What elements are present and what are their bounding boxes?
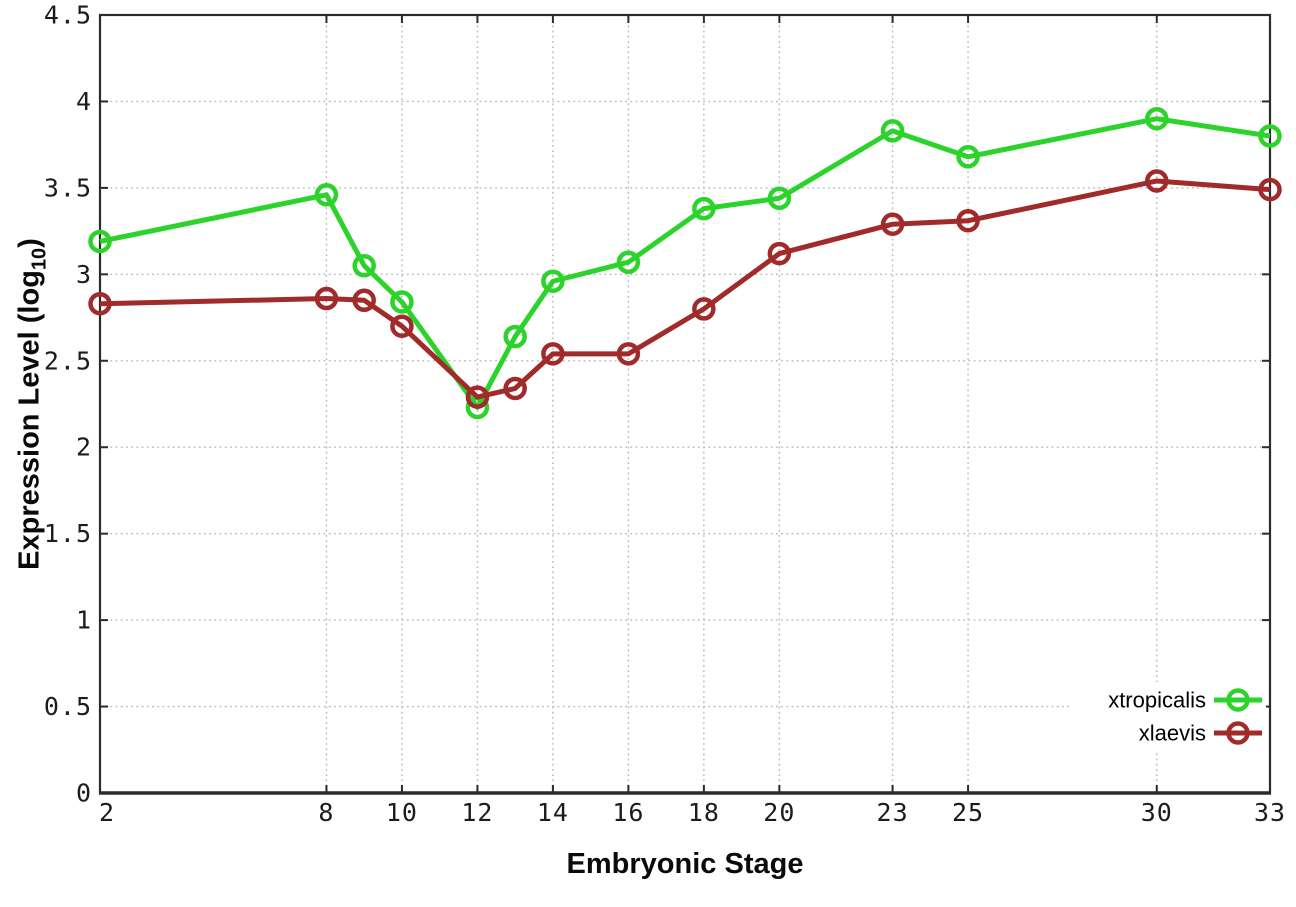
- y-axis-title-main: Expression Level (log: [13, 270, 46, 570]
- xlaevis-point-18: [692, 297, 716, 321]
- xlaevis-line: [99, 178, 1271, 400]
- x-tick-label: 12: [461, 798, 493, 827]
- series-xtropicalis: [88, 106, 1282, 420]
- xlaevis-point-9: [352, 288, 376, 313]
- xtropicalis-line: [99, 116, 1271, 410]
- xtropicalis-point-14: [541, 269, 565, 293]
- x-tick-label: 33: [1254, 798, 1286, 827]
- xlaevis-point-20: [767, 241, 792, 266]
- xlaevis-point-33: [1258, 177, 1282, 202]
- xtropicalis-point-18: [692, 196, 716, 221]
- y-axis-title: Expression Level (log10): [13, 238, 51, 570]
- xtropicalis-point-33: [1258, 124, 1282, 148]
- xtropicalis-point-25: [956, 145, 980, 169]
- series-xlaevis: [88, 169, 1282, 409]
- x-axis-title: Embryonic Stage: [566, 848, 804, 880]
- xlaevis-point-16: [616, 342, 641, 366]
- xtropicalis-point-13: [503, 324, 527, 349]
- xtropicalis-point-10: [390, 290, 414, 314]
- x-tick-label: 20: [763, 798, 795, 827]
- xlaevis-point-23: [880, 212, 905, 236]
- y-tick-label: 1: [76, 606, 92, 635]
- x-tick-label: 2: [99, 798, 115, 827]
- xtropicalis-point-2: [88, 229, 112, 254]
- y-tick-label: 1.5: [44, 519, 92, 548]
- xtropicalis-point-20: [767, 186, 792, 211]
- xlaevis-point-25: [956, 208, 980, 233]
- xlaevis-point-12: [465, 385, 490, 409]
- xlaevis-point-8: [314, 286, 339, 311]
- legend: xtropicalis xlaevis: [1072, 682, 1266, 750]
- y-tick-label: 4.5: [44, 1, 92, 30]
- legend-label-xtropicalis: xtropicalis: [1108, 688, 1206, 713]
- xlaevis-point-30: [1145, 169, 1169, 193]
- legend-sample-marker-xlaevis: [1226, 721, 1250, 745]
- y-axis-title-close: ): [13, 238, 46, 248]
- xlaevis-point-14: [541, 342, 565, 366]
- xtropicalis-point-8: [314, 183, 339, 207]
- x-tick-label: 18: [688, 798, 720, 827]
- x-tick-label: 14: [537, 798, 569, 827]
- y-tick-label: 0: [76, 779, 92, 808]
- y-tick-label: 0.5: [44, 692, 92, 721]
- xtropicalis-point-30: [1145, 106, 1169, 131]
- x-tick-label: 10: [386, 798, 418, 827]
- xtropicalis-point-9: [352, 253, 376, 278]
- y-tick-label: 3: [76, 260, 92, 289]
- x-tick-label: 30: [1141, 798, 1173, 827]
- xlaevis-point-2: [88, 291, 112, 316]
- y-tick-label: 4: [76, 87, 92, 116]
- x-tick-label: 25: [952, 798, 984, 827]
- y-tick-label: 3.5: [44, 173, 92, 202]
- xtropicalis-point-16: [616, 250, 641, 274]
- x-tick-label: 8: [318, 798, 334, 827]
- tick-labels: 0 0.5 1 1.5 2 2.5 3 3.5 4 4.5 2 8 10 12 14 16 18 20 23 25 30…: [44, 1, 1286, 828]
- y-tick-label: 2.5: [44, 346, 92, 375]
- y-axis-title-subscript: 10: [28, 247, 51, 271]
- legend-sample-marker-xtropicalis: [1226, 688, 1250, 712]
- legend-label-xlaevis: xlaevis: [1139, 721, 1206, 746]
- xlaevis-point-13: [503, 376, 527, 401]
- xtropicalis-point-23: [880, 119, 905, 143]
- x-tick-label: 23: [877, 798, 909, 827]
- y-tick-label: 2: [76, 433, 92, 462]
- x-tick-label: 16: [612, 798, 644, 827]
- xlaevis-point-10: [390, 314, 414, 338]
